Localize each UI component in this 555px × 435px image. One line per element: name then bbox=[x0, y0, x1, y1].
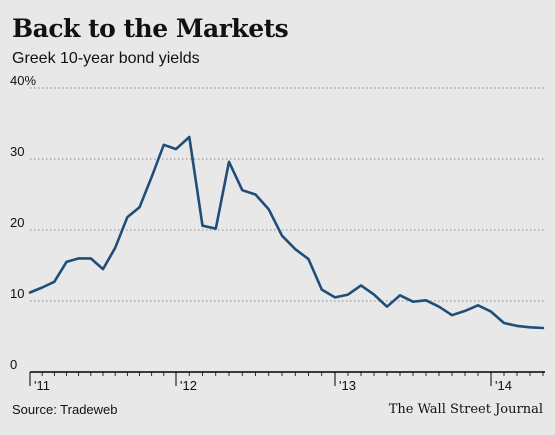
y-tick-label: 0 bbox=[10, 357, 17, 372]
y-tick-label: 30 bbox=[10, 144, 24, 159]
x-tick-label: '13 bbox=[339, 378, 356, 393]
chart-subtitle: Greek 10-year bond yields bbox=[12, 50, 200, 67]
publisher-credit: The Wall Street Journal bbox=[388, 402, 543, 417]
chart-title: Back to the Markets bbox=[12, 14, 289, 43]
x-axis: '11 '12 '13 '14 bbox=[29, 372, 544, 393]
y-tick-label: 40% bbox=[10, 73, 36, 88]
grid-lines: 0 10 20 30 40% bbox=[10, 73, 545, 373]
source-note: Source: Tradeweb bbox=[12, 402, 118, 417]
y-tick-label: 10 bbox=[10, 286, 24, 301]
x-tick-label: '12 bbox=[180, 378, 197, 393]
line-chart: 0 10 20 30 40% '11 '12 '13 '14 bbox=[10, 73, 545, 393]
x-tick-label: '11 bbox=[34, 378, 50, 393]
y-tick-label: 20 bbox=[10, 215, 24, 230]
series-line bbox=[28, 135, 545, 330]
series-group bbox=[28, 135, 545, 330]
x-tick-label: '14 bbox=[495, 378, 512, 393]
